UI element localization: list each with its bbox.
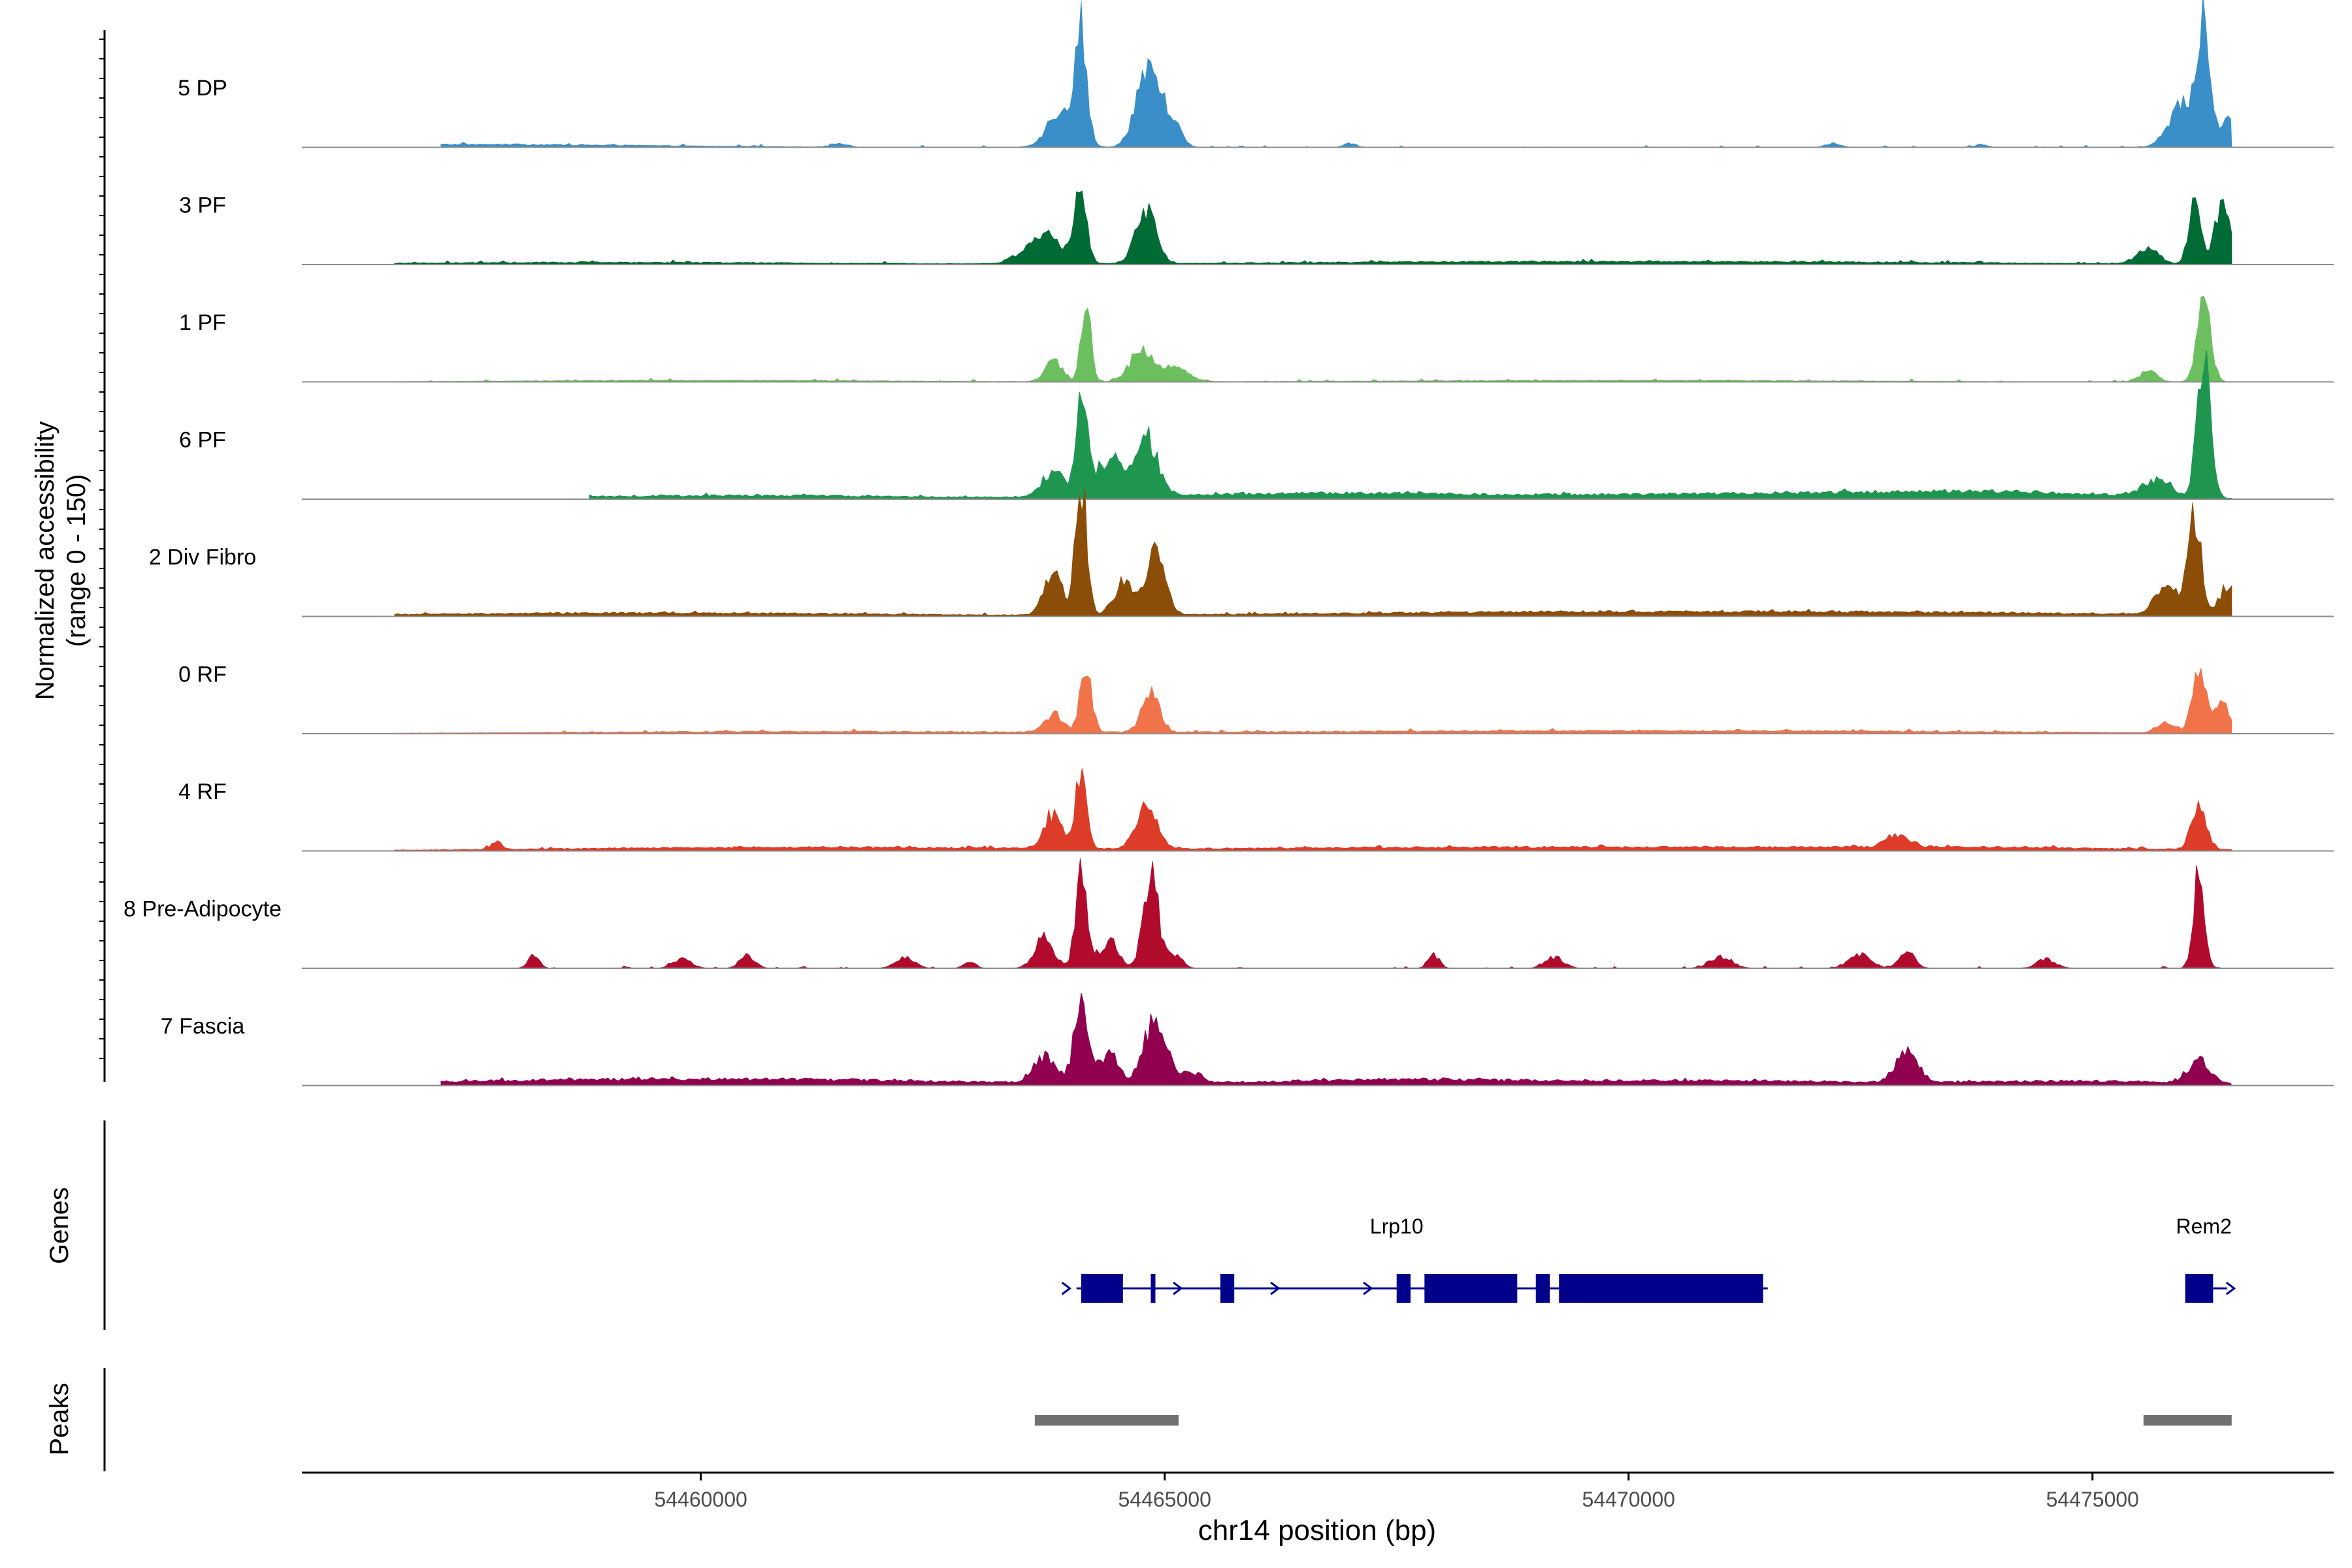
genes-track-label: Genes xyxy=(45,1187,74,1264)
x-tick-label: 54460000 xyxy=(654,1488,747,1511)
gene-label: Rem2 xyxy=(2176,1215,2232,1238)
track-label: 7 Fascia xyxy=(161,1014,245,1039)
gene-rem2: Rem2 xyxy=(2176,1215,2236,1303)
coverage-area xyxy=(515,858,2232,969)
gene-exon xyxy=(1535,1274,1550,1303)
peak-track xyxy=(1034,1415,2232,1426)
axes: 54460000 54465000 54470000 54475000 xyxy=(99,30,2334,1511)
gene-exon xyxy=(1220,1274,1235,1303)
peaks-track-label: Peaks xyxy=(45,1382,74,1455)
coverage-area xyxy=(394,668,2232,734)
gene-track: Lrp10 Rem2 xyxy=(1061,1215,2236,1303)
gene-strand-arrow xyxy=(1363,1281,1373,1296)
gene-exon xyxy=(1081,1274,1123,1303)
y-axis-label-line1: Normalized accessibility xyxy=(31,421,59,700)
gene-exon xyxy=(1151,1274,1156,1303)
gene-exon xyxy=(2185,1274,2213,1303)
gene-exon xyxy=(1424,1274,1518,1303)
track-0-rf: 0 RF xyxy=(178,662,2334,734)
coverage-area xyxy=(394,295,2232,382)
track-7-fascia: 7 Fascia xyxy=(161,992,2334,1086)
gene-label: Lrp10 xyxy=(1370,1215,1424,1238)
x-axis-label: chr14 position (bp) xyxy=(1198,1514,1436,1546)
x-tick-label: 54465000 xyxy=(1118,1488,1211,1511)
coverage-tracks: 5 DP 3 PF 1 PF 6 PF 2 Div Fibro 0 RF 4 RF 8 Pre… xyxy=(123,0,2334,1086)
track-1-pf: 1 PF xyxy=(179,295,2334,383)
coverage-area xyxy=(394,768,2232,851)
coverage-area xyxy=(394,487,2232,617)
track-4-rf: 4 RF xyxy=(178,768,2334,852)
x-tick-label: 54470000 xyxy=(1582,1488,1675,1511)
coverage-area xyxy=(589,350,2232,500)
gene-strand-arrow xyxy=(1173,1281,1183,1296)
peak-region xyxy=(1034,1415,1179,1426)
track-3-pf: 3 PF xyxy=(179,190,2334,265)
track-label: 5 DP xyxy=(178,76,227,101)
track-6-pf: 6 PF xyxy=(179,350,2334,500)
track-2-div-fibro: 2 Div Fibro xyxy=(149,487,2334,617)
gene-lrp10: Lrp10 xyxy=(1061,1215,1768,1303)
y-minor-ticks xyxy=(99,39,105,1059)
coverage-area xyxy=(394,190,2232,265)
x-tick-label: 54475000 xyxy=(2046,1488,2139,1511)
track-label: 8 Pre-Adipocyte xyxy=(123,897,282,922)
gene-exon xyxy=(1396,1274,1411,1303)
track-label: 2 Div Fibro xyxy=(149,545,256,570)
peak-region xyxy=(2143,1415,2232,1426)
coverage-area xyxy=(440,992,2232,1086)
y-axis-label-line2: (range 0 - 150) xyxy=(62,474,91,647)
coverage-area xyxy=(440,0,2232,148)
track-8-pre-adipocyte: 8 Pre-Adipocyte xyxy=(123,858,2334,969)
track-label: 0 RF xyxy=(178,662,227,687)
track-label: 6 PF xyxy=(179,428,226,453)
track-label: 4 RF xyxy=(178,779,227,804)
track-label: 3 PF xyxy=(179,193,226,218)
track-label: 1 PF xyxy=(179,310,226,335)
gene-strand-arrow xyxy=(1270,1281,1281,1296)
gene-strand-arrow xyxy=(1061,1281,1072,1296)
track-5-dp: 5 DP xyxy=(178,0,2334,148)
gene-exon xyxy=(1559,1274,1763,1303)
x-ticks: 54460000 54465000 54470000 54475000 xyxy=(654,1473,2139,1511)
gene-strand-arrow xyxy=(2225,1281,2236,1296)
